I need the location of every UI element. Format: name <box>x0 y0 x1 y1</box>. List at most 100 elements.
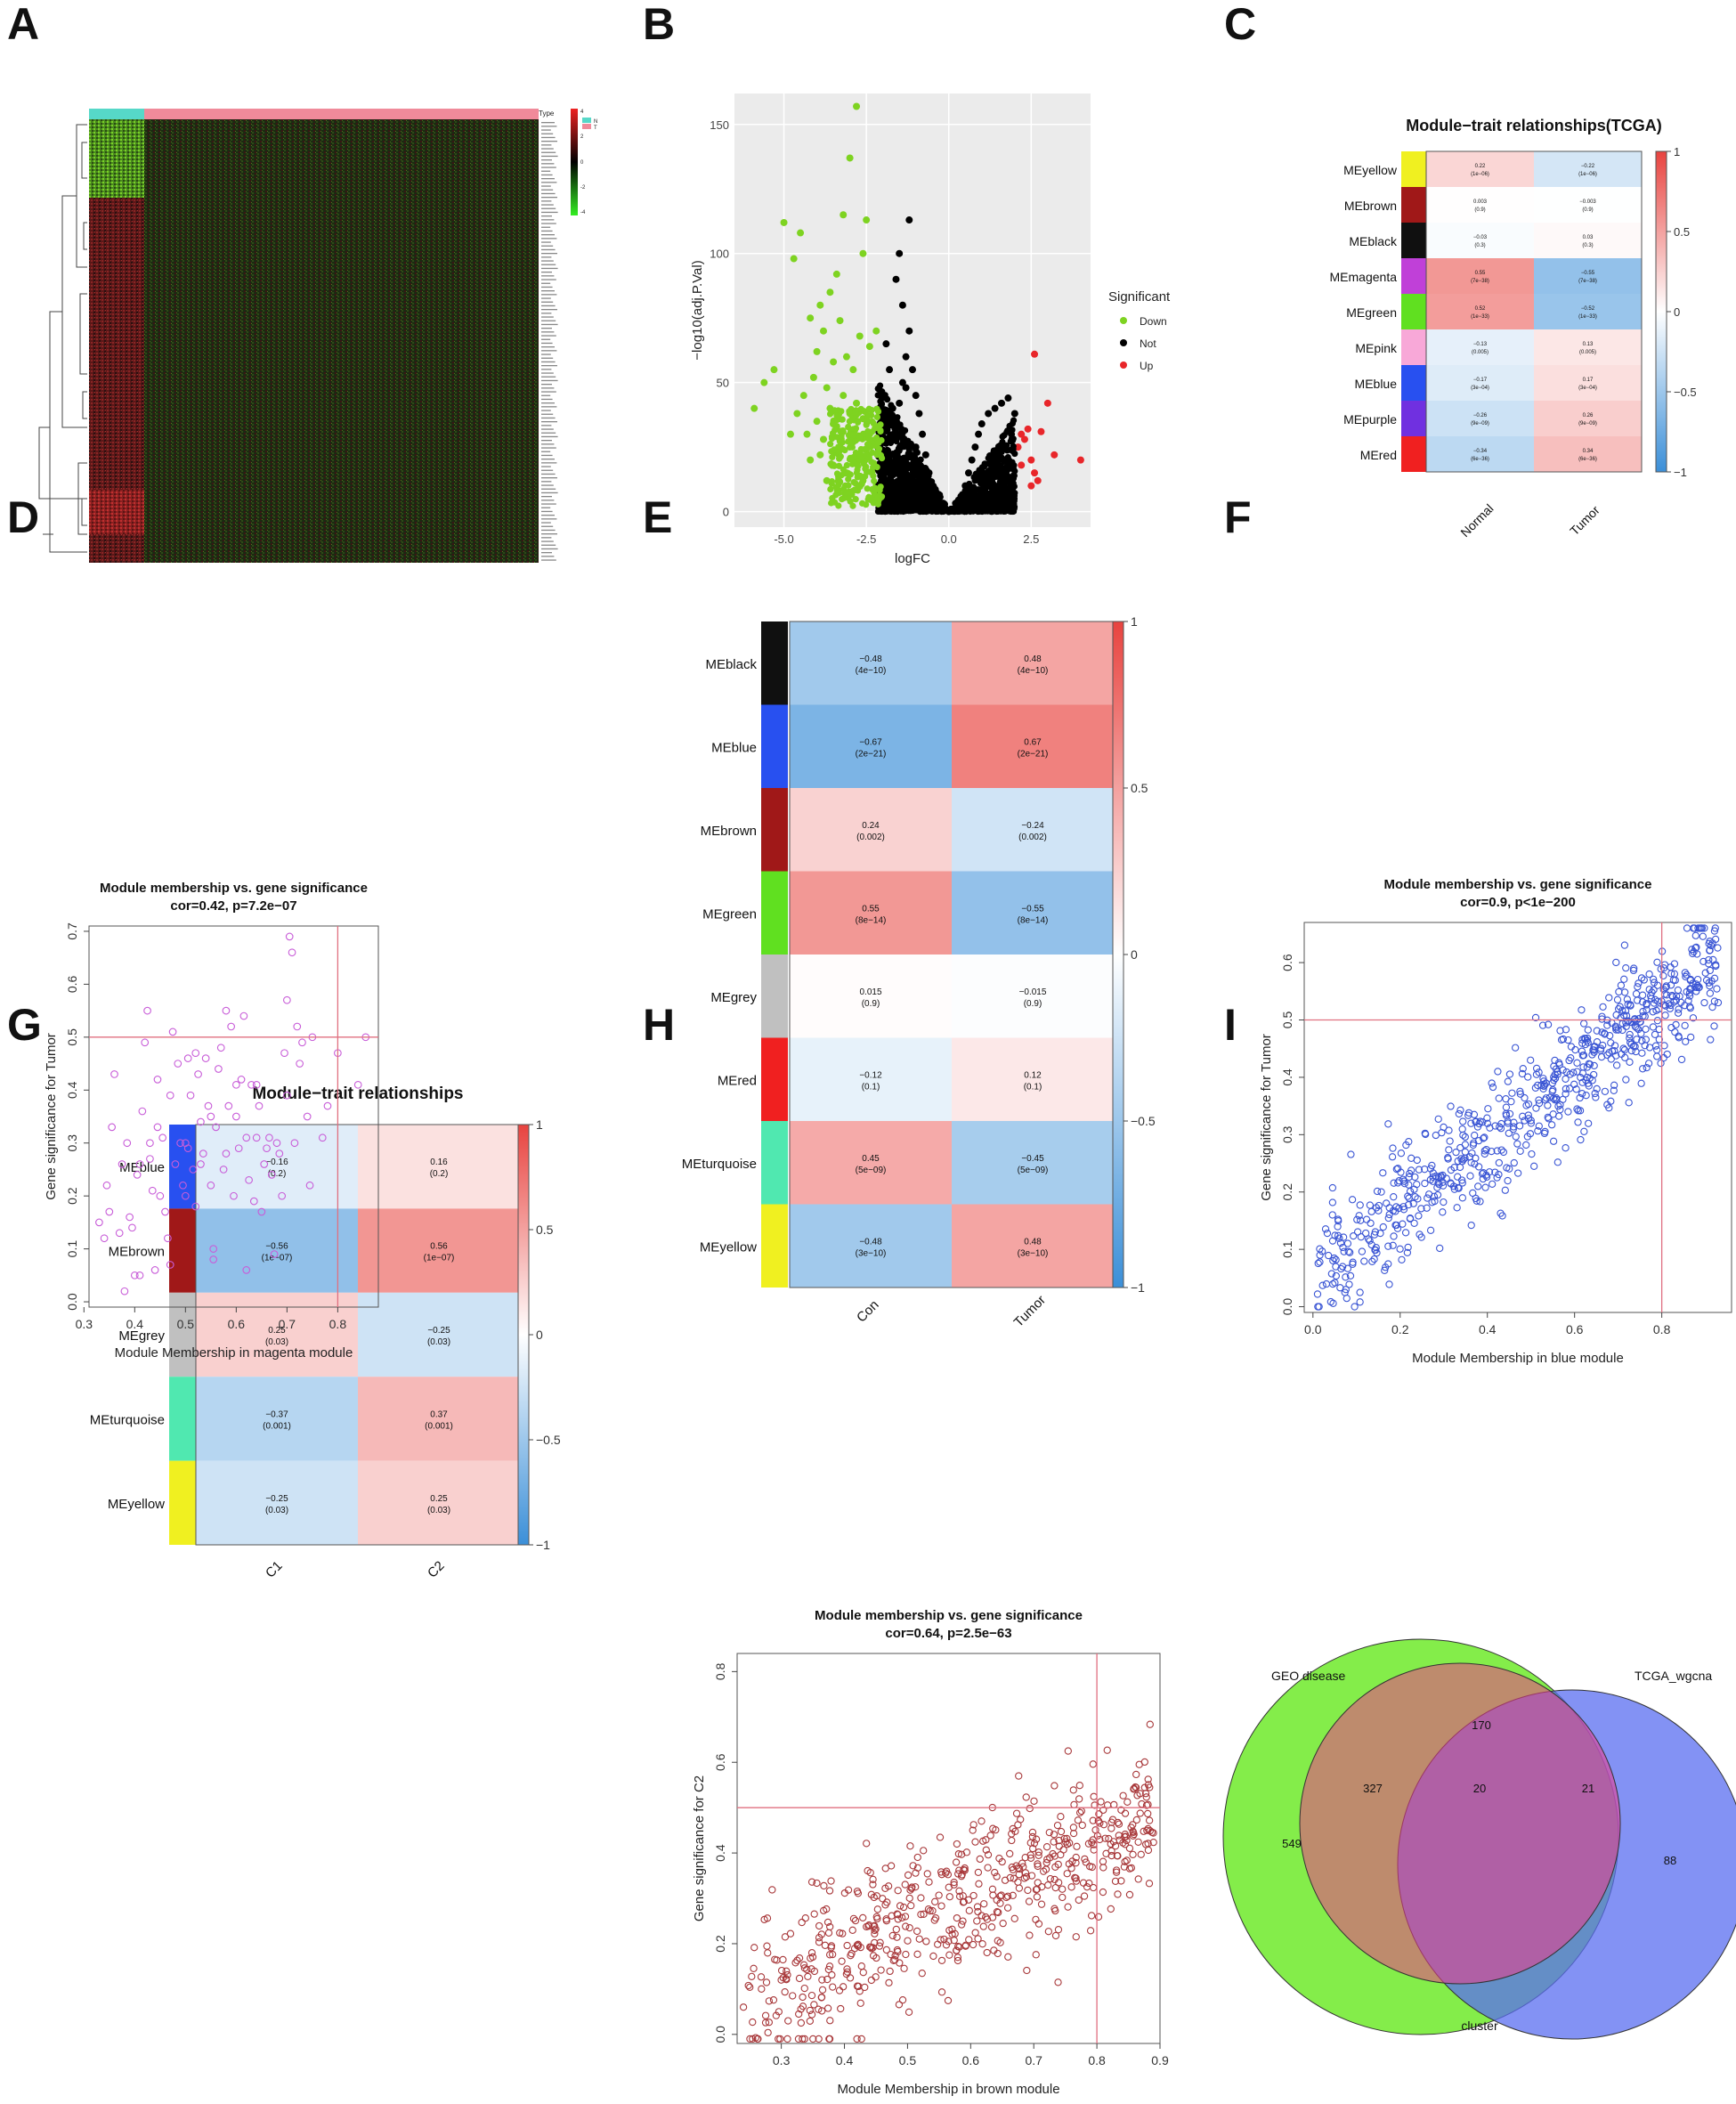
data-point <box>829 1950 837 1959</box>
data-point <box>889 1956 897 1964</box>
data-point <box>133 1171 142 1179</box>
data-point <box>899 1903 908 1912</box>
gene-label <box>541 481 552 483</box>
data-point <box>867 1976 876 1985</box>
point-down <box>827 441 834 448</box>
data-point <box>1481 1183 1489 1191</box>
data-point <box>1402 1141 1410 1149</box>
data-point <box>980 1900 988 1908</box>
data-point <box>1142 1801 1151 1809</box>
heatmap-cell <box>1426 187 1534 223</box>
data-point <box>1044 1928 1052 1936</box>
data-point <box>209 1255 218 1263</box>
data-point <box>795 1954 804 1962</box>
point-not <box>996 462 1004 470</box>
data-point <box>807 1991 816 2000</box>
data-point <box>1535 1122 1543 1130</box>
module-color-swatch <box>169 1377 196 1461</box>
data-point <box>1707 1036 1715 1044</box>
data-point <box>1111 1877 1120 1885</box>
data-point <box>1366 1201 1375 1209</box>
scale-label: 1 <box>1674 145 1680 158</box>
data-point <box>1069 1786 1077 1794</box>
data-point <box>954 1870 962 1878</box>
data-point <box>168 1028 177 1036</box>
data-point <box>1590 1046 1598 1054</box>
cell-pvalue: (9e−09) <box>1578 421 1597 426</box>
data-point <box>902 1950 910 1959</box>
cell-value: −0.55 <box>1021 904 1044 914</box>
data-point <box>1682 1037 1690 1046</box>
data-point <box>935 1891 943 1899</box>
data-point <box>1087 1912 1096 1920</box>
data-point <box>1549 1110 1557 1118</box>
gene-label <box>541 331 555 333</box>
data-point <box>288 948 296 957</box>
point-not <box>915 410 923 418</box>
panel-label-e: E <box>643 492 672 542</box>
cell-value: −0.24 <box>1021 821 1044 831</box>
gene-label <box>541 279 556 280</box>
data-point <box>1417 1205 1425 1213</box>
data-point <box>1404 1243 1412 1252</box>
data-point <box>1322 1279 1331 1288</box>
data-point <box>1700 998 1708 1007</box>
point-not <box>978 420 986 428</box>
point-not <box>883 427 890 435</box>
point-down <box>865 406 872 413</box>
data-point <box>909 1862 917 1870</box>
cell-pvalue: (1e−33) <box>1578 314 1597 320</box>
data-point <box>1321 1225 1330 1233</box>
data-point <box>836 1929 844 1937</box>
data-point <box>1336 1239 1345 1247</box>
point-not <box>979 490 986 497</box>
data-point <box>1591 1089 1599 1098</box>
data-point <box>1008 1830 1016 1838</box>
data-point <box>1554 1059 1563 1067</box>
data-point <box>1344 1247 1352 1255</box>
cell-pvalue: (0.03) <box>427 1506 450 1515</box>
x-tick-label: 0.6 <box>1566 1322 1584 1336</box>
data-point <box>1339 1233 1348 1241</box>
gene-label <box>541 515 555 516</box>
legend-swatch-n <box>582 118 591 123</box>
point-not <box>1001 432 1008 439</box>
data-point <box>161 1207 169 1216</box>
data-point <box>130 1271 139 1279</box>
point-not <box>1009 419 1017 427</box>
data-point <box>1121 1832 1129 1841</box>
data-point <box>1620 941 1629 949</box>
data-point <box>1640 976 1648 984</box>
data-point <box>1632 990 1641 998</box>
data-point <box>895 2001 904 2009</box>
gene-label <box>541 204 554 206</box>
module-color-swatch <box>169 1208 196 1293</box>
cell-pvalue: (4e−10) <box>1018 666 1049 676</box>
point-down <box>836 478 844 485</box>
data-point <box>955 1866 963 1874</box>
point-not <box>1010 410 1018 418</box>
point-not <box>885 482 893 489</box>
data-point <box>1613 995 1622 1003</box>
data-point <box>907 1902 915 1910</box>
data-point <box>1512 1044 1520 1052</box>
data-point <box>1046 1854 1054 1862</box>
data-point <box>1401 1229 1410 1237</box>
data-point <box>1527 1056 1535 1064</box>
data-point <box>1677 1055 1686 1064</box>
data-point <box>1379 1169 1387 1177</box>
data-point <box>1607 1055 1615 1063</box>
data-point <box>194 1070 202 1078</box>
data-point <box>1532 1064 1541 1073</box>
y-axis-label: −log10(adj.P.Val) <box>690 260 705 360</box>
data-point <box>801 1914 809 1922</box>
data-point <box>1028 1832 1037 1841</box>
cell-pvalue: (0.005) <box>1472 350 1489 355</box>
data-point <box>1681 969 1690 977</box>
data-point <box>1372 1204 1381 1212</box>
data-point <box>1313 1290 1322 1298</box>
data-point <box>1129 1832 1137 1840</box>
data-point <box>1624 1000 1632 1008</box>
heatmap-block-high2 <box>89 490 144 534</box>
data-point <box>1315 1303 1323 1311</box>
